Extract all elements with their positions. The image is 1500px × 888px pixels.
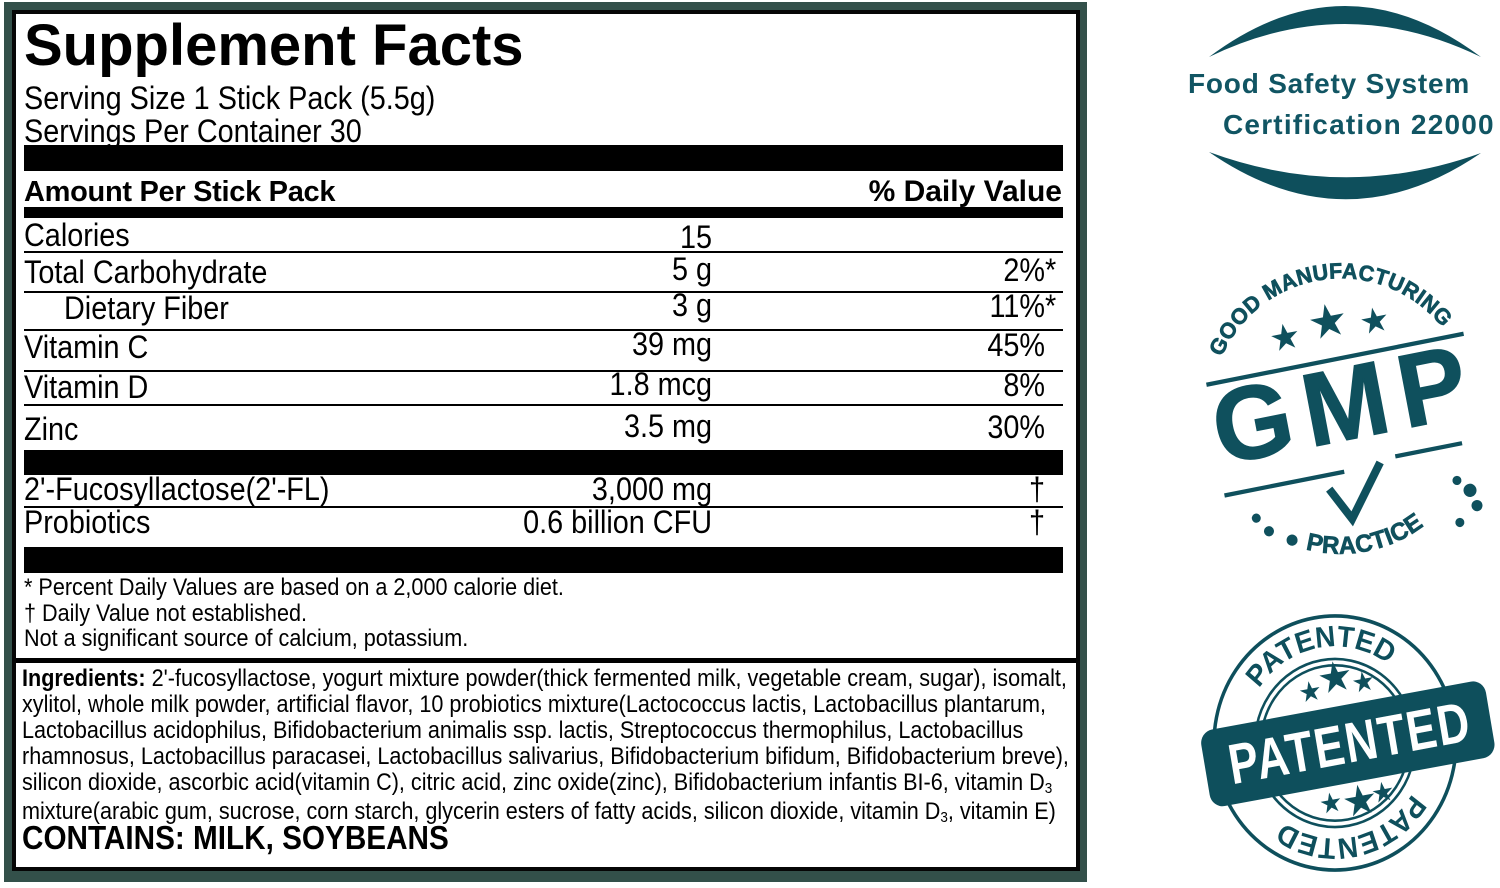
svg-text:GMP: GMP bbox=[1203, 321, 1488, 487]
svg-text:Certification 22000: Certification 22000 bbox=[1223, 109, 1495, 140]
svg-text:PRACTICE: PRACTICE bbox=[1300, 506, 1431, 569]
svg-text:PATENTED: PATENTED bbox=[1234, 607, 1405, 696]
svg-text:Food Safety System: Food Safety System bbox=[1188, 68, 1470, 99]
